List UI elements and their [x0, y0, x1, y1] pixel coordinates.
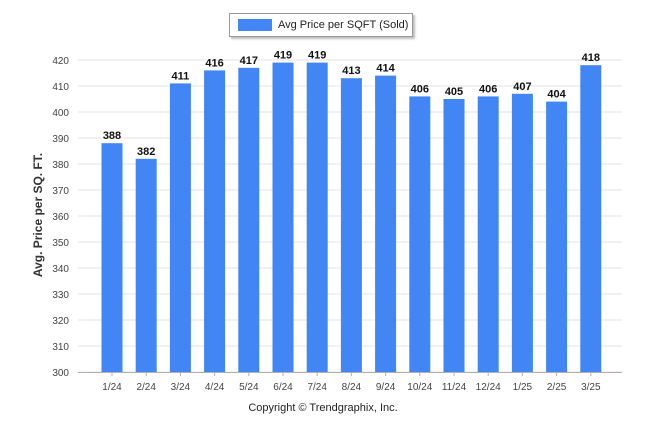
y-tick-label: 380 [52, 160, 69, 171]
bar [477, 96, 499, 373]
bar [340, 78, 362, 372]
value-label: 419 [308, 50, 326, 62]
x-tick-label: 3/24 [171, 382, 191, 393]
legend-swatch [238, 19, 272, 31]
bar [238, 67, 260, 373]
y-tick-label: 310 [52, 342, 69, 353]
legend-label: Avg Price per SQFT (Sold) [278, 19, 409, 31]
value-label: 417 [240, 55, 258, 67]
x-tick-label: 4/24 [205, 382, 225, 393]
bar [306, 62, 328, 372]
bar [169, 83, 191, 373]
x-tick-label: 2/24 [136, 382, 156, 393]
value-label: 418 [582, 52, 600, 64]
bars [101, 62, 602, 373]
value-label: 405 [445, 86, 463, 98]
value-label: 414 [376, 63, 395, 75]
y-tick-label: 360 [52, 212, 69, 223]
y-tick-label: 400 [52, 108, 69, 119]
y-tick-label: 330 [52, 290, 69, 301]
bar [409, 96, 431, 373]
y-tick-label: 350 [52, 238, 69, 249]
x-tick-label: 12/24 [476, 382, 501, 393]
y-tick-label: 420 [52, 56, 69, 67]
y-tick-label: 410 [52, 82, 69, 93]
y-tick-label: 390 [52, 134, 69, 145]
y-tick-labels: 300 310 320 330 340 350 360 370 380 390 400 410 420 [52, 56, 69, 379]
x-tick-label: 5/24 [239, 382, 259, 393]
x-tick-label: 10/24 [407, 382, 432, 393]
value-label: 411 [172, 70, 190, 82]
legend: Avg Price per SQFT (Sold) [229, 13, 413, 37]
bar [204, 70, 226, 373]
value-label: 388 [103, 130, 121, 142]
value-label: 382 [137, 146, 155, 158]
value-label: 416 [205, 57, 223, 69]
bar [580, 65, 602, 372]
bar [546, 101, 568, 372]
y-axis-label: Avg. Price per SQ. FT. [31, 152, 45, 278]
x-tick-label: 2/25 [547, 382, 567, 393]
bar [101, 143, 123, 372]
x-tick-label: 1/24 [102, 382, 122, 393]
x-tick-label: 7/24 [307, 382, 327, 393]
bar [375, 75, 397, 372]
x-tick-label: 3/25 [581, 382, 601, 393]
bar [511, 93, 533, 373]
value-label: 419 [274, 50, 292, 62]
x-tick-label: 9/24 [376, 382, 396, 393]
y-tick-label: 320 [52, 316, 69, 327]
value-label: 406 [411, 83, 429, 95]
x-tick-label: 6/24 [273, 382, 293, 393]
value-label: 404 [547, 89, 566, 101]
bar [443, 99, 465, 372]
y-tick-label: 370 [52, 186, 69, 197]
x-tick-label: 1/25 [513, 382, 533, 393]
value-label: 413 [342, 65, 360, 77]
x-tick-label: 8/24 [342, 382, 362, 393]
bar [135, 158, 157, 372]
value-label: 407 [513, 81, 531, 93]
value-label: 406 [479, 83, 497, 95]
x-tick-labels: 1/24 2/24 3/24 4/24 5/24 6/24 7/24 8/24 9/24 10/2… [102, 372, 601, 393]
x-tick-label: 11/24 [442, 382, 467, 393]
y-tick-label: 300 [52, 368, 69, 379]
y-tick-label: 340 [52, 264, 69, 275]
copyright-footer: Copyright © Trendgraphix, Inc. [248, 402, 398, 414]
bar [272, 62, 294, 372]
value-labels: 388 382 411 416 417 419 419 413 414 406 405 406 407 4… [103, 50, 600, 158]
